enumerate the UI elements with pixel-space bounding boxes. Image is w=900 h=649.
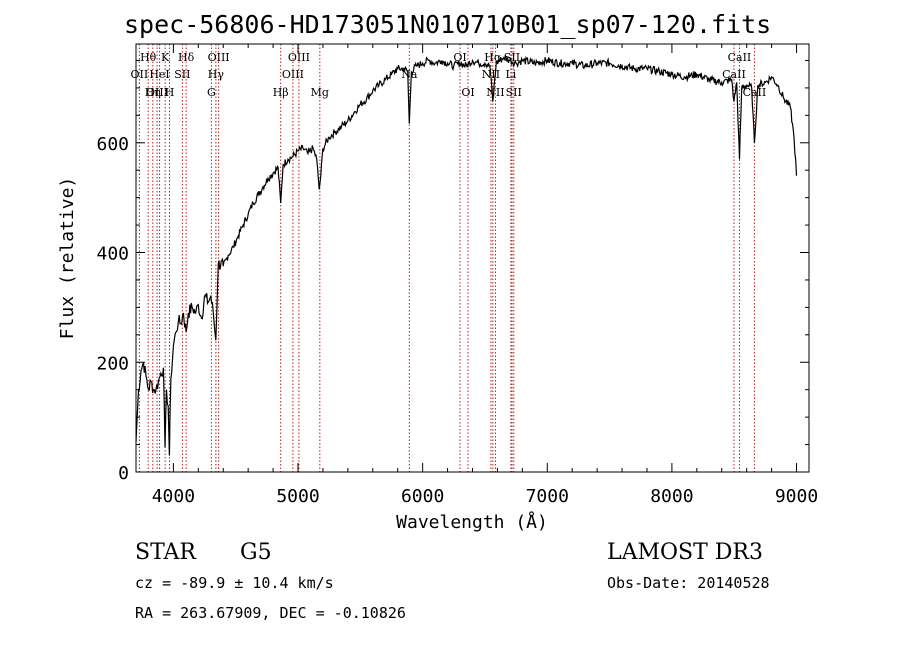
line-label-4: HeI (149, 68, 169, 81)
line-label-5: Hη (145, 86, 161, 99)
chart-title: spec-56806-HD173051N010710B01_sp07-120.f… (124, 10, 772, 39)
y-axis-label: Flux (relative) (57, 177, 78, 340)
x-tick-label-2: 6000 (401, 486, 444, 507)
line-label-3: K (161, 51, 170, 64)
line-label-15: Mg (311, 86, 329, 99)
line-label-2: OIII (146, 86, 168, 99)
line-label-10: Hγ (208, 68, 225, 81)
spectrum-line (135, 54, 798, 456)
redshift-velocity: cz = -89.9 ± 10.4 km/s (135, 574, 334, 592)
line-label-20: SII (504, 51, 520, 64)
y-tick-label-3: 600 (96, 134, 129, 155)
x-tick-label-3: 7000 (526, 486, 569, 507)
object-class: STAR (135, 540, 196, 565)
line-label-0: Hθ (140, 51, 157, 64)
line-label-26: CaII (722, 68, 746, 81)
x-tick-label-5: 9000 (775, 486, 818, 507)
line-label-1: OII (131, 68, 149, 81)
line-label-12: OIII (288, 51, 310, 64)
line-label-19: Hα (484, 51, 502, 64)
line-label-17: OI (453, 51, 466, 64)
line-label-27: CaII (743, 86, 767, 99)
x-tick-label-0: 4000 (152, 486, 195, 507)
sky-coordinates: RA = 263.67909, DEC = -0.10826 (135, 604, 406, 622)
line-label-25: CaII (728, 51, 752, 64)
object-subclass: G5 (240, 540, 272, 565)
line-label-21: NII (482, 68, 500, 81)
line-label-8: H (165, 86, 175, 99)
x-tick-label-4: 8000 (650, 486, 693, 507)
plot-frame (135, 43, 810, 473)
line-label-14: Hβ (273, 86, 289, 99)
line-marker-layer (138, 44, 755, 472)
line-label-24: SII (506, 86, 522, 99)
line-label-11: G (207, 86, 216, 99)
y-tick-label-0: 0 (118, 463, 129, 484)
observation-date: Obs-Date: 20140528 (607, 574, 770, 592)
y-tick-label-1: 200 (96, 353, 129, 374)
line-label-6: Hδ (178, 51, 195, 64)
line-label-18: OI (461, 86, 474, 99)
x-tick-label-1: 5000 (276, 486, 319, 507)
line-label-16: Na (401, 68, 418, 81)
line-label-13: OIII (282, 68, 304, 81)
survey-name: LAMOST DR3 (607, 540, 763, 565)
x-axis-label: Wavelength (Å) (396, 511, 548, 533)
line-label-9: OIII (208, 51, 230, 64)
line-label-22: Li (505, 68, 516, 81)
axis-ticks: 4000 5000 6000 7000 8000 9000 0 200 400 600 (96, 44, 818, 507)
line-label-23: NII (486, 86, 504, 99)
line-label-7: SII (174, 68, 190, 81)
y-tick-label-2: 400 (96, 244, 129, 265)
